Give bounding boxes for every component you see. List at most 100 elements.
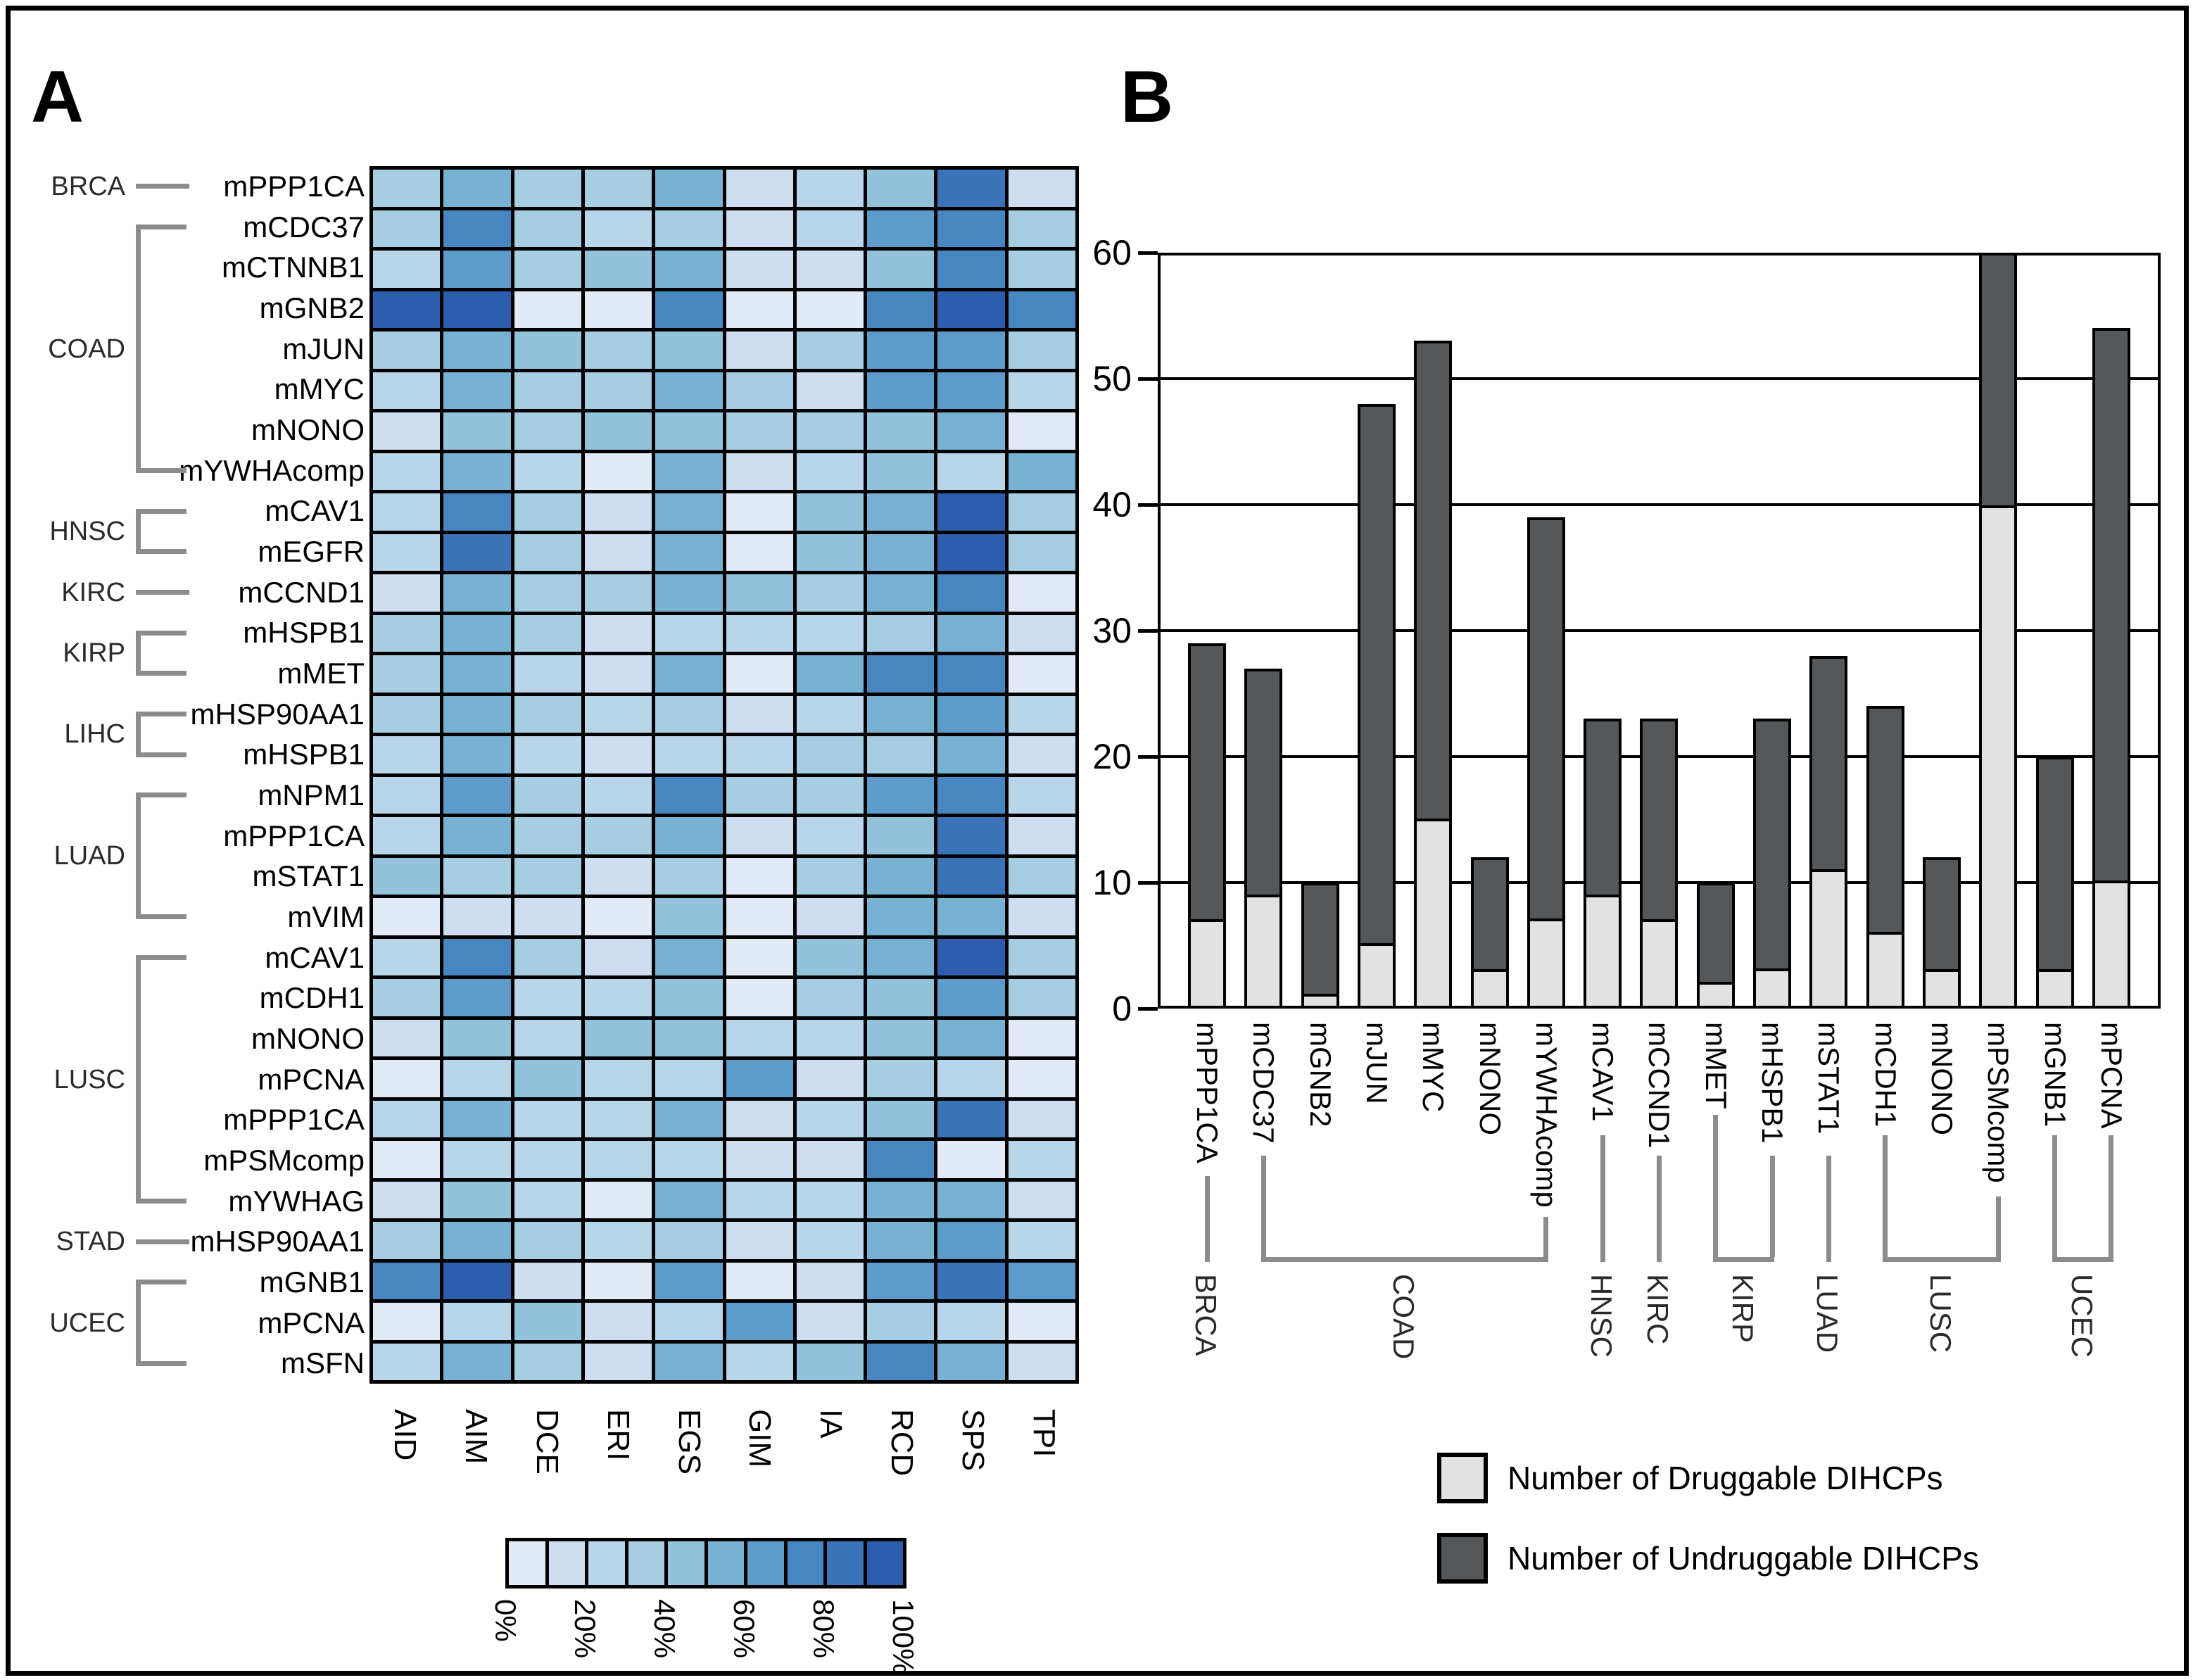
- heatmap-cell: [443, 776, 511, 814]
- heatmap-cell: [796, 412, 864, 450]
- group-bracket-line: [136, 184, 189, 189]
- druggable-segment: [1756, 968, 1788, 1006]
- group-bracket-stub: [136, 1360, 187, 1366]
- colorbar-swatch: [509, 1541, 545, 1585]
- heatmap-cell: [1008, 776, 1075, 814]
- heatmap-cell: [937, 412, 1005, 450]
- heatmap-row-label: mSTAT1: [252, 859, 365, 893]
- heatmap-cell: [443, 1222, 511, 1259]
- bar-category-label: mSTAT1: [1812, 1022, 1846, 1135]
- heatmap-cell: [937, 655, 1005, 693]
- heatmap-cell: [514, 412, 581, 450]
- bar-category-label: mCDC37: [1247, 1022, 1281, 1144]
- heatmap-cell: [373, 695, 441, 733]
- druggable-swatch: [1437, 1453, 1488, 1503]
- heatmap-row-label: mPPP1CA: [223, 169, 365, 203]
- bar-category-label: mPCNA: [2094, 1022, 2128, 1129]
- cancer-type-label: BRCA: [51, 171, 125, 201]
- y-axis-tick: [1138, 754, 1158, 759]
- heatmap-cell: [937, 1019, 1005, 1056]
- heatmap-row-label: mPCNA: [258, 1062, 365, 1096]
- heatmap-cell: [796, 1343, 864, 1380]
- heatmap-cell: [796, 1060, 864, 1097]
- heatmap-cell: [584, 1100, 652, 1137]
- undruggable-segment: [1982, 255, 2015, 506]
- colorbar-swatch: [866, 1541, 903, 1585]
- heatmap-cell: [443, 251, 511, 288]
- heatmap-cell: [655, 1141, 723, 1178]
- heatmap-cell: [655, 574, 723, 612]
- heatmap-cell: [373, 1100, 441, 1137]
- heatmap-cell: [796, 776, 864, 814]
- heatmap-cell: [514, 736, 581, 773]
- cancer-type-label: STAD: [56, 1227, 125, 1257]
- heatmap-cell: [937, 817, 1005, 854]
- heatmap-cell: [373, 331, 441, 369]
- colorbar-tick-label: 60%: [728, 1599, 761, 1659]
- y-axis-tick-label: 10: [1092, 863, 1132, 902]
- heatmap-cell: [726, 1100, 793, 1137]
- heatmap-cell: [584, 938, 652, 975]
- colorbar-swatch: [787, 1541, 823, 1585]
- heatmap-cell: [655, 170, 723, 207]
- group-bracket-line: [136, 590, 189, 595]
- heatmap-cell: [514, 938, 581, 975]
- heatmap-cell: [655, 412, 723, 450]
- y-axis-tick: [1138, 251, 1158, 255]
- heatmap-cell: [796, 979, 864, 1016]
- heatmap-cell: [584, 736, 652, 773]
- group-bracket-stub: [136, 914, 187, 920]
- heatmap-cell: [726, 1222, 793, 1259]
- stacked-bar: [1753, 719, 1791, 1009]
- stacked-bar: [1244, 668, 1283, 1009]
- heatmap-cell: [514, 1100, 581, 1137]
- undruggable-segment: [1473, 860, 1506, 970]
- heatmap-cell: [655, 1343, 723, 1380]
- heatmap-cell: [796, 695, 864, 733]
- heatmap-cell: [514, 331, 581, 369]
- heatmap-cell: [796, 614, 864, 652]
- heatmap-cell: [655, 979, 723, 1016]
- heatmap-cell: [726, 857, 793, 895]
- heatmap-cell: [726, 331, 793, 369]
- heatmap-cell: [937, 1060, 1005, 1097]
- heatmap-cell: [726, 655, 793, 693]
- undruggable-segment: [1360, 406, 1393, 944]
- heatmap-cell: [937, 1141, 1005, 1178]
- heatmap-cell: [584, 979, 652, 1016]
- heatmap-cell: [1008, 170, 1075, 207]
- cancer-type-label: KIRC: [61, 577, 125, 607]
- heatmap-cell: [726, 1262, 793, 1299]
- heatmap-cell: [514, 533, 581, 571]
- heatmap-cell: [514, 776, 581, 814]
- undruggable-segment: [1247, 671, 1280, 895]
- heatmap-row-label: mSFN: [281, 1346, 365, 1380]
- druggable-segment: [1869, 931, 1902, 1006]
- bar-group-riser: [1883, 1135, 1888, 1257]
- heatmap-cell: [443, 1019, 511, 1056]
- bar-group-riser: [2052, 1135, 2057, 1257]
- undruggable-segment: [2094, 331, 2128, 881]
- heatmap-row-label: mCDC37: [243, 210, 365, 244]
- heatmap-cell: [796, 1181, 864, 1218]
- heatmap-cell: [373, 1303, 441, 1340]
- heatmap-cell: [867, 412, 935, 450]
- heatmap-cell: [514, 493, 581, 531]
- colorbar-tick-label: 100%: [887, 1599, 920, 1675]
- y-axis-tick: [1138, 1006, 1158, 1011]
- heatmap-cell: [796, 1222, 864, 1259]
- heatmap-cell: [443, 412, 511, 450]
- heatmap-cell: [937, 453, 1005, 490]
- heatmap-cell: [1008, 1141, 1075, 1178]
- heatmap-cell: [584, 1222, 652, 1259]
- heatmap-cell: [584, 1181, 652, 1218]
- heatmap-cell: [867, 1343, 935, 1380]
- heatmap-cell: [937, 776, 1005, 814]
- heatmap-cell: [867, 1060, 935, 1097]
- heatmap-cell: [443, 291, 511, 328]
- bar-group-riser: [1995, 1196, 2001, 1257]
- heatmap-row-label: mVIM: [287, 899, 365, 933]
- druggable-segment: [1417, 818, 1450, 1006]
- colorbar-tick-label: 20%: [569, 1599, 602, 1659]
- heatmap-cell: [373, 291, 441, 328]
